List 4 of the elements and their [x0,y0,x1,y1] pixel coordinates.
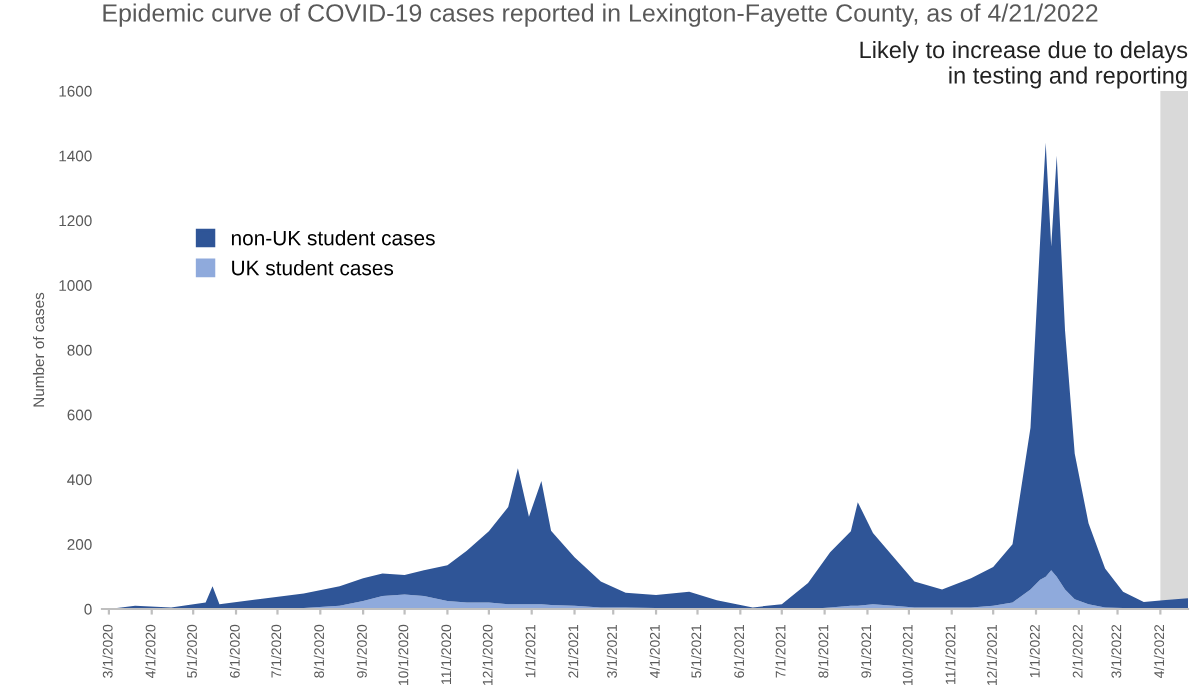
legend-label: non-UK student cases [231,230,435,246]
legend-label: UK student cases [232,260,394,276]
band-label: Likely to increase due to delays in testing and reporting [860,40,1188,89]
chart-title: Epidemic curve of COVID-19 cases reported in Lexington-Fayette County, as of 4/21/2022 [103,3,1098,27]
